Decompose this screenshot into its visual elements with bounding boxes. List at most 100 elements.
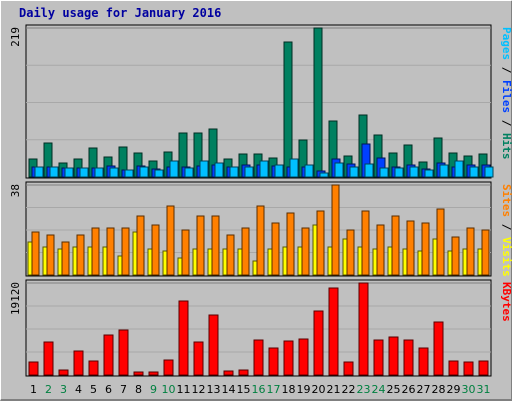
legend-part-hits-files-pages-3: / (500, 113, 512, 133)
legend-part-hits-files-pages-2: Files (500, 80, 512, 113)
bar-pages-day-31 (484, 166, 494, 178)
x-tick-label-22: 22 (342, 383, 356, 396)
bar-sites-day-24 (376, 224, 385, 276)
bar-kbytes-day-13 (208, 314, 219, 376)
bar-kbytes-day-8 (133, 371, 144, 376)
bar-kbytes-day-5 (88, 360, 99, 376)
bar-pages-day-20 (319, 172, 329, 178)
y-max-label-kbytes: 19120 (9, 282, 22, 315)
bar-pages-day-23 (364, 163, 374, 178)
x-tick-label-30: 30 (462, 383, 476, 396)
bar-pages-day-2 (49, 166, 59, 178)
x-tick-label-17: 17 (267, 383, 281, 396)
bar-sites-day-11 (181, 229, 190, 276)
bar-sites-day-3 (61, 241, 70, 276)
bar-kbytes-day-11 (178, 300, 189, 376)
y-max-label-hits-files-pages: 219 (9, 27, 22, 47)
bar-sites-day-28 (436, 208, 445, 276)
bar-pages-day-15 (244, 166, 254, 178)
bar-kbytes-day-16 (253, 339, 264, 376)
bar-sites-day-2 (46, 234, 55, 276)
x-tick-label-28: 28 (432, 383, 446, 396)
bar-kbytes-day-20 (313, 310, 324, 376)
bar-kbytes-day-15 (238, 369, 249, 376)
x-tick-label-20: 20 (312, 383, 326, 396)
bar-pages-day-9 (154, 169, 164, 178)
bar-sites-day-6 (106, 227, 115, 276)
bar-pages-day-13 (214, 162, 224, 178)
bar-sites-day-25 (391, 215, 400, 276)
legend-part-kbytes-0: KBytes (500, 282, 512, 322)
x-tick-label-10: 10 (162, 383, 176, 396)
bar-sites-day-19 (301, 227, 310, 276)
x-tick-label-25: 25 (387, 383, 401, 396)
bar-sites-day-9 (151, 224, 160, 276)
bar-sites-day-15 (241, 227, 250, 276)
x-tick-label-27: 27 (417, 383, 431, 396)
legend-part-hits-files-pages-0: Pages (500, 27, 512, 60)
bar-kbytes-day-4 (73, 350, 84, 376)
bar-pages-day-4 (79, 167, 89, 178)
bar-pages-day-16 (259, 160, 269, 178)
bar-sites-day-14 (226, 234, 235, 276)
x-tick-label-24: 24 (372, 383, 386, 396)
bar-kbytes-day-26 (403, 339, 414, 376)
x-tick-label-19: 19 (297, 383, 311, 396)
bar-pages-day-11 (184, 167, 194, 178)
x-tick-label-14: 14 (222, 383, 236, 396)
x-tick-label-18: 18 (282, 383, 296, 396)
bar-kbytes-day-2 (43, 341, 54, 376)
bar-hits-day-20 (313, 27, 323, 178)
bar-pages-day-17 (274, 164, 284, 178)
bar-sites-day-31 (481, 229, 490, 276)
bar-sites-day-22 (346, 229, 355, 276)
x-tick-label-11: 11 (177, 383, 191, 396)
legend-label-hits-files-pages: Pages / Files / Hits (500, 27, 512, 160)
bar-sites-day-10 (166, 205, 175, 276)
chart-title: Daily usage for January 2016 (19, 6, 222, 20)
x-tick-label-21: 21 (327, 383, 341, 396)
bar-kbytes-day-17 (268, 347, 279, 376)
bar-pages-day-5 (94, 167, 104, 178)
legend-part-hits-files-pages-1: / (500, 60, 512, 80)
bar-sites-day-1 (31, 231, 40, 276)
x-tick-label-2: 2 (45, 383, 52, 396)
bar-pages-day-18 (289, 158, 299, 178)
bar-sites-day-4 (76, 234, 85, 276)
x-tick-label-13: 13 (207, 383, 221, 396)
bar-sites-day-20 (316, 210, 325, 276)
y-max-label-visits-sites: 38 (9, 184, 22, 197)
legend-label-kbytes: KBytes (500, 282, 512, 322)
plot-area-hits-files-pages (25, 24, 492, 179)
bar-kbytes-day-12 (193, 341, 204, 376)
bar-sites-day-23 (361, 210, 370, 276)
bar-kbytes-day-31 (478, 360, 489, 376)
bar-sites-day-13 (211, 215, 220, 276)
bar-pages-day-10 (169, 160, 179, 178)
x-tick-label-12: 12 (192, 383, 206, 396)
legend-part-visits-sites-2: Visits (500, 237, 512, 277)
bar-kbytes-day-25 (388, 336, 399, 376)
bar-pages-day-27 (424, 169, 434, 178)
bar-sites-day-29 (451, 236, 460, 276)
bar-pages-day-30 (469, 166, 479, 178)
bar-sites-day-21 (331, 184, 340, 276)
bar-kbytes-day-14 (223, 370, 234, 376)
legend-part-hits-files-pages-4: Hits (500, 133, 512, 160)
bar-pages-day-28 (439, 164, 449, 178)
bar-pages-day-12 (199, 160, 209, 178)
bar-sites-day-5 (91, 227, 100, 276)
legend-part-visits-sites-0: Sites (500, 184, 512, 217)
bar-kbytes-day-9 (148, 371, 159, 376)
x-tick-label-26: 26 (402, 383, 416, 396)
bar-sites-day-7 (121, 227, 130, 276)
x-tick-label-16: 16 (252, 383, 266, 396)
bar-sites-day-27 (421, 222, 430, 276)
bar-sites-day-16 (256, 205, 265, 276)
bar-kbytes-day-30 (463, 361, 474, 376)
bar-kbytes-day-24 (373, 339, 384, 376)
legend-label-visits-sites: Sites / Visits (500, 184, 512, 277)
bar-pages-day-14 (229, 166, 239, 178)
legend-part-visits-sites-1: / (500, 217, 512, 237)
